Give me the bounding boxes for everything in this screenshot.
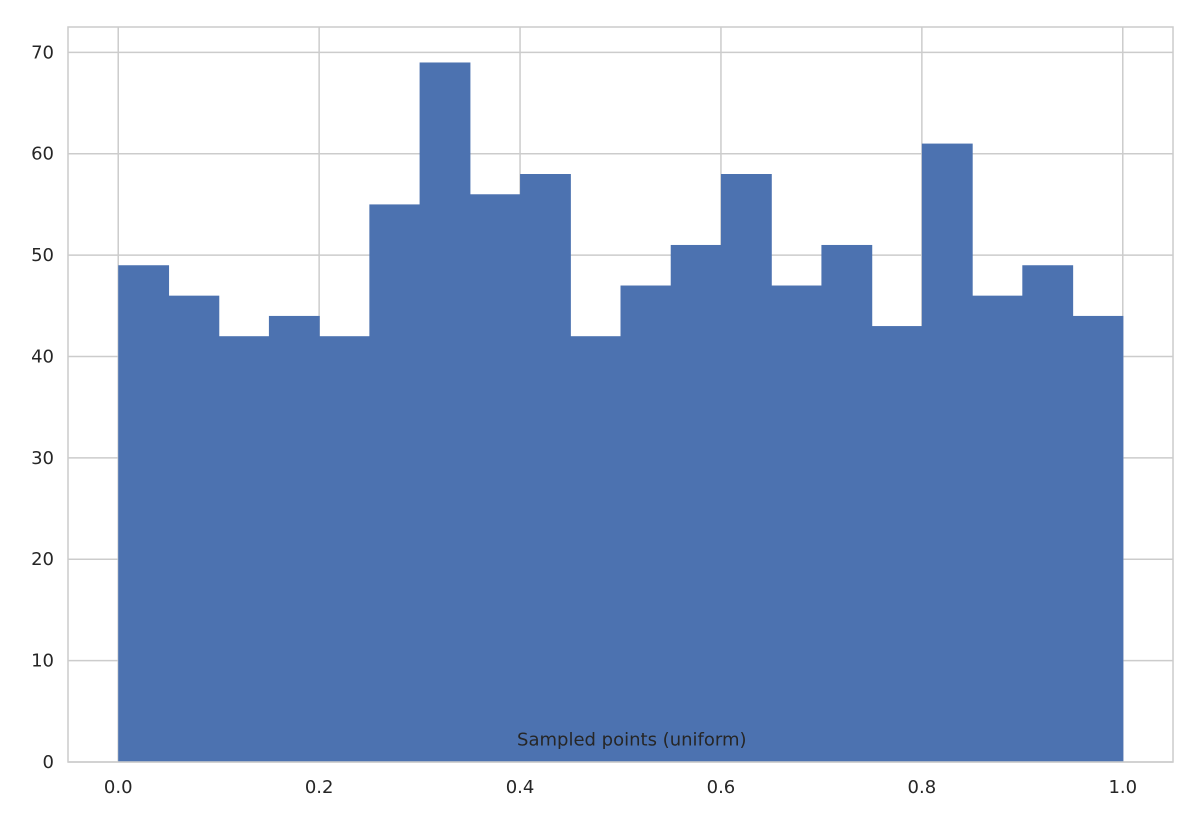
histogram-bar-5 xyxy=(369,204,421,762)
x-tick-label-5: 1.0 xyxy=(1108,777,1137,798)
x-tick-label-4: 0.8 xyxy=(908,777,937,798)
histogram-bar-8 xyxy=(520,174,571,762)
histogram-bar-0 xyxy=(118,265,170,762)
y-axis-ticks: 0 10 20 30 40 50 60 70 xyxy=(31,42,54,773)
x-tick-label-0: 0.0 xyxy=(104,777,133,798)
plot-frame xyxy=(67,26,1174,763)
y-tick-label-4: 40 xyxy=(31,346,54,367)
x-tick-label-3: 0.6 xyxy=(707,777,736,798)
chart-annotation: Sampled points (uniform) xyxy=(517,730,746,751)
y-tick-label-6: 60 xyxy=(31,144,54,165)
histogram-bar-1 xyxy=(168,295,220,762)
histogram-bar-3 xyxy=(268,315,320,762)
y-tick-label-3: 30 xyxy=(31,448,54,469)
histogram-bar-4 xyxy=(319,336,370,762)
histogram-bar-14 xyxy=(821,244,873,762)
y-tick-label-2: 20 xyxy=(31,549,54,570)
histogram-bar-7 xyxy=(469,194,521,762)
histogram-bar-11 xyxy=(670,244,722,762)
histogram-bar-16 xyxy=(921,143,973,763)
histogram-bar-13 xyxy=(771,285,823,762)
x-axis-ticks: 0.0 0.2 0.4 0.6 0.8 1.0 xyxy=(104,777,1137,798)
y-tick-label-1: 10 xyxy=(31,651,54,672)
histogram-bar-17 xyxy=(972,295,1023,762)
x-tick-label-2: 0.4 xyxy=(506,777,535,798)
y-tick-label-5: 50 xyxy=(31,245,54,266)
histogram-bar-18 xyxy=(1022,265,1074,762)
bars-layer xyxy=(118,62,1124,763)
histogram-bar-9 xyxy=(570,336,622,762)
x-tick-label-1: 0.2 xyxy=(305,777,334,798)
y-tick-label-0: 0 xyxy=(43,752,54,773)
histogram-bar-2 xyxy=(218,336,270,762)
histogram-bar-19 xyxy=(1072,315,1124,762)
y-tick-label-7: 70 xyxy=(31,42,54,63)
histogram-bar-12 xyxy=(720,174,772,762)
histogram-bar-10 xyxy=(620,285,672,762)
histogram-bar-6 xyxy=(419,62,471,762)
histogram-bar-15 xyxy=(871,326,923,762)
